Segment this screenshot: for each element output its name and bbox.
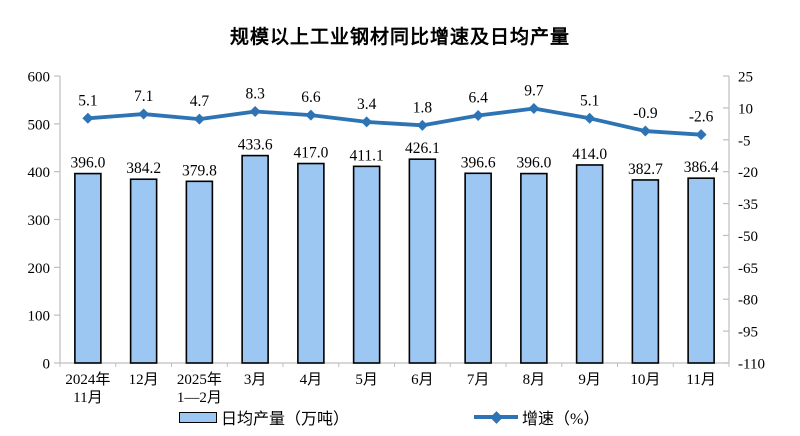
right-axis-tick-label: -20 (738, 165, 758, 181)
line-point-marker (361, 116, 373, 128)
bar-value-label: 384.2 (126, 160, 161, 177)
line-point-marker (584, 112, 596, 124)
bar-value-label: 386.4 (684, 159, 719, 176)
right-axis-tick-label: -35 (738, 197, 758, 213)
bar (352, 165, 381, 364)
bar-value-label: 411.1 (349, 147, 383, 164)
line-value-label: -2.6 (689, 109, 714, 126)
line-value-label: 5.1 (78, 92, 97, 109)
right-axis-tick-label: -80 (738, 293, 758, 309)
bar (575, 164, 604, 364)
line-point-marker (528, 103, 540, 115)
line-value-label: 5.1 (580, 92, 599, 109)
bar (520, 172, 548, 364)
bar (408, 158, 437, 364)
bar (631, 179, 660, 364)
line-series (87, 106, 702, 137)
right-axis-tick-label: -5 (738, 133, 751, 149)
bar-series-swatch-icon (179, 411, 217, 423)
line-point-marker (472, 110, 484, 122)
line-value-label: -0.9 (633, 105, 658, 122)
bar (464, 172, 492, 364)
bar (185, 180, 214, 364)
line-point-marker (193, 113, 205, 125)
x-axis-category-label: 8月 (523, 372, 546, 388)
left-axis-tick-label: 300 (28, 213, 51, 229)
x-axis-category-label: 2024年 11月 (65, 371, 110, 406)
line-point-marker (249, 106, 261, 118)
line-value-label: 6.6 (301, 89, 321, 106)
legend-item-bar: 日均产量（万吨） (179, 406, 349, 428)
x-axis-category-label: 4月 (300, 372, 323, 388)
x-axis-category-label: 2025年 1—2月 (177, 371, 222, 406)
left-axis-tick-label: 400 (28, 165, 51, 181)
right-axis-tick-label: -110 (738, 357, 765, 373)
left-axis-tick-label: 100 (28, 309, 51, 325)
x-axis-category-label: 10月 (630, 372, 660, 388)
bar (129, 178, 158, 364)
x-axis-category-label: 7月 (467, 372, 490, 388)
right-axis-tick-label: -65 (738, 261, 758, 277)
x-axis-category-label: 12月 (129, 372, 159, 388)
right-axis-tick-label: 10 (738, 101, 753, 117)
legend-item-line: 增速（%） (474, 406, 599, 428)
line-point-marker (639, 125, 651, 137)
line-series-swatch-icon (474, 410, 518, 424)
line-point-marker (695, 129, 707, 141)
left-axis-tick-label: 600 (28, 70, 51, 86)
left-axis-tick-label: 0 (43, 357, 51, 373)
bar-value-label: 396.6 (461, 154, 496, 171)
x-axis-category-label: 6月 (411, 372, 434, 388)
chart-title: 规模以上工业钢材同比增速及日均产量 (229, 27, 570, 48)
left-axis-tick-label: 200 (28, 261, 51, 277)
bar-value-label: 417.0 (293, 145, 328, 162)
line-value-label: 9.7 (524, 83, 544, 100)
right-axis-tick-label: 25 (738, 70, 753, 86)
line-point-marker (82, 112, 94, 124)
legend-line-label: 增速（%） (522, 411, 600, 428)
line-value-label: 4.7 (190, 93, 210, 110)
bar (687, 177, 715, 364)
x-axis-category-label: 5月 (355, 372, 378, 388)
line-point-marker (138, 108, 150, 120)
line-value-label: 7.1 (134, 88, 153, 105)
line-value-label: 6.4 (468, 90, 488, 107)
bar (241, 154, 269, 364)
right-axis-tick-label: -95 (738, 325, 758, 341)
bar-value-label: 414.0 (572, 146, 607, 163)
line-point-marker (416, 119, 428, 131)
left-axis-tick-label: 500 (28, 117, 51, 133)
legend-bar-label: 日均产量（万吨） (221, 411, 350, 428)
line-value-label: 8.3 (245, 86, 265, 103)
bar-value-label: 426.1 (405, 140, 440, 157)
bar (74, 172, 102, 364)
bar-value-label: 382.7 (628, 161, 663, 178)
right-axis-tick-label: -50 (738, 229, 758, 245)
line-value-label: 3.4 (357, 96, 377, 113)
x-axis-category-label: 11月 (686, 372, 715, 388)
bar-value-label: 379.8 (182, 162, 217, 179)
x-axis-category-label: 3月 (244, 372, 267, 388)
line-value-label: 1.8 (413, 99, 433, 116)
line-point-marker (305, 109, 317, 121)
bar-value-label: 433.6 (238, 137, 273, 154)
bar-value-label: 396.0 (516, 155, 551, 172)
bar-value-label: 396.0 (70, 155, 105, 172)
bar (297, 162, 325, 364)
x-axis-category-label: 9月 (578, 372, 601, 388)
